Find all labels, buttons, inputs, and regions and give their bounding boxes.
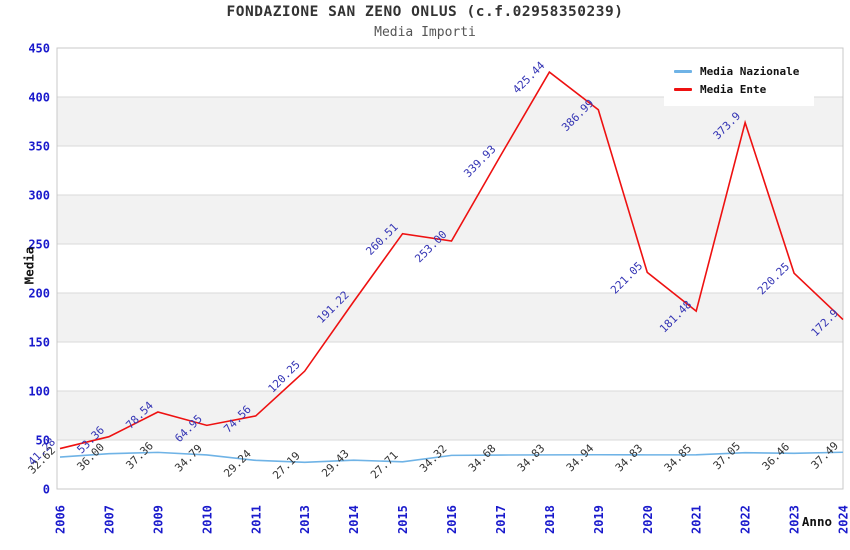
x-tick-label: 2018 bbox=[543, 505, 557, 534]
x-tick-label: 2019 bbox=[592, 505, 606, 534]
series-line-media-nazionale bbox=[59, 451, 844, 464]
x-tick-label: 2021 bbox=[690, 505, 704, 534]
plot-band bbox=[57, 440, 843, 489]
plot-band bbox=[57, 391, 843, 440]
x-tick-label: 2022 bbox=[739, 505, 753, 534]
legend: Media Nazionale Media Ente bbox=[664, 54, 814, 106]
series-line-media-ente bbox=[59, 70, 844, 450]
plot-band bbox=[57, 293, 843, 342]
x-tick-label: 2014 bbox=[347, 505, 361, 534]
legend-item-media-nazionale: Media Nazionale bbox=[674, 62, 806, 80]
x-tick-label: 2009 bbox=[151, 505, 165, 534]
y-axis-title: Media bbox=[21, 246, 37, 285]
y-tick-label: 300 bbox=[28, 189, 50, 203]
plot-band bbox=[57, 146, 843, 195]
x-axis-title: Anno bbox=[801, 514, 832, 529]
y-tick-label: 250 bbox=[28, 238, 50, 252]
x-tick-label: 2023 bbox=[788, 505, 802, 534]
legend-swatch-media-ente bbox=[674, 87, 692, 91]
plot-border bbox=[56, 47, 844, 490]
y-tick-label: 450 bbox=[28, 42, 50, 56]
plot-band bbox=[57, 244, 843, 293]
x-tick-label: 2015 bbox=[396, 505, 410, 534]
y-tick-label: 50 bbox=[36, 434, 50, 448]
y-tick-label: 400 bbox=[28, 91, 50, 105]
x-tick-label: 2007 bbox=[102, 505, 116, 534]
x-tick-label: 2020 bbox=[641, 505, 655, 534]
legend-label-media-ente: Media Ente bbox=[700, 82, 767, 96]
x-tick-label: 2006 bbox=[54, 505, 68, 534]
y-tick-label: 200 bbox=[28, 287, 50, 301]
x-tick-label: 2013 bbox=[298, 505, 312, 534]
legend-label-media-nazionale: Media Nazionale bbox=[700, 64, 800, 78]
y-tick-label: 100 bbox=[28, 385, 50, 399]
x-tick-label: 2024 bbox=[837, 505, 850, 534]
plot-band bbox=[57, 195, 843, 244]
y-tick-label: 0 bbox=[43, 483, 50, 497]
x-tick-label: 2016 bbox=[445, 505, 459, 534]
chart-title: FONDAZIONE SAN ZENO ONLUS (c.f.029583502… bbox=[226, 4, 624, 20]
x-tick-label: 2011 bbox=[249, 505, 263, 534]
legend-swatch-media-nazionale bbox=[674, 69, 692, 73]
legend-item-media-ente: Media Ente bbox=[674, 80, 806, 98]
y-tick-label: 350 bbox=[28, 140, 50, 154]
x-tick-label: 2010 bbox=[200, 505, 214, 534]
plot-band bbox=[57, 342, 843, 391]
y-tick-label: 150 bbox=[28, 336, 50, 350]
chart-subtitle: Media Importi bbox=[374, 25, 476, 40]
x-tick-label: 2017 bbox=[494, 505, 508, 534]
